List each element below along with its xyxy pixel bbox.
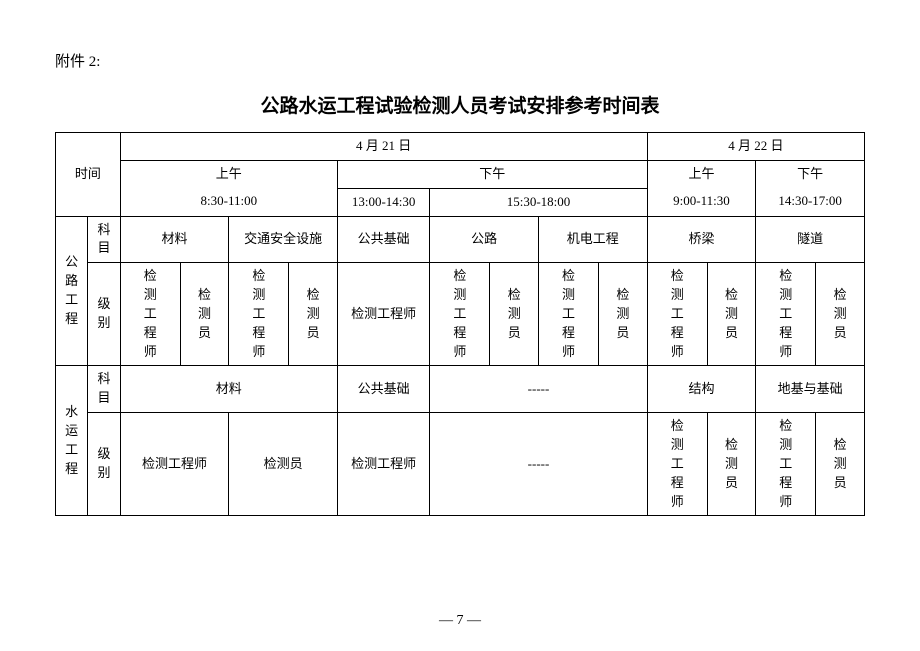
water-level-row: 级别 检测工程师 检测员 检测工程师 ----- 检测工程师 检测员 检测工程师… xyxy=(56,413,865,516)
road-label: 公路工程 xyxy=(56,216,88,366)
water-label: 水运工程 xyxy=(56,366,88,516)
road-subj-materials: 材料 xyxy=(120,216,229,263)
water-lvl-eng-1: 检测工程师 xyxy=(120,413,229,516)
water-lvl-eng-2: 检测工程师 xyxy=(337,413,429,516)
water-subj-foundation: 地基与基础 xyxy=(756,366,865,413)
water-lvl-eng-4: 检测工程师 xyxy=(756,413,816,516)
document-title: 公路水运工程试验检测人员考试安排参考时间表 xyxy=(55,91,865,118)
road-lvl-eng-4: 检测工程师 xyxy=(430,263,490,366)
d2-afternoon-label: 下午 xyxy=(756,160,865,188)
header-row-times: 8:30-11:00 13:00-14:30 15:30-18:00 9:00-… xyxy=(56,188,865,216)
road-level-row: 级别 检测工程师 检测员 检测工程师 检测员 检测工程师 检测工程师 检测员 检… xyxy=(56,263,865,366)
d1-morning-label: 上午 xyxy=(120,160,337,188)
d1-morning-time: 8:30-11:00 xyxy=(120,188,337,216)
road-lvl-eng-2: 检测工程师 xyxy=(229,263,289,366)
page-number: — 7 — xyxy=(0,613,920,629)
water-lvl-dash: ----- xyxy=(430,413,647,516)
road-lvl-ins-4: 检测员 xyxy=(490,263,539,366)
road-lvl-ins-6: 检测员 xyxy=(707,263,756,366)
road-lvl-ins-1: 检测员 xyxy=(180,263,229,366)
water-lvl-ins-1: 检测员 xyxy=(229,413,338,516)
road-lvl-eng-7: 检测工程师 xyxy=(756,263,816,366)
subject-label-road: 科目 xyxy=(88,216,120,263)
road-subj-tunnel: 隧道 xyxy=(756,216,865,263)
road-subj-highway: 公路 xyxy=(430,216,539,263)
road-lvl-ins-5: 检测员 xyxy=(599,263,648,366)
road-lvl-eng-1: 检测工程师 xyxy=(120,263,180,366)
d2-morning-label: 上午 xyxy=(647,160,756,188)
water-lvl-ins-3: 检测员 xyxy=(707,413,756,516)
d2-morning-time: 9:00-11:30 xyxy=(647,188,756,216)
water-subject-row: 水运工程 科目 材料 公共基础 ----- 结构 地基与基础 xyxy=(56,366,865,413)
level-label-road: 级别 xyxy=(88,263,120,366)
water-subj-publicbasics: 公共基础 xyxy=(337,366,429,413)
schedule-table: 时间 4 月 21 日 4 月 22 日 上午 下午 上午 下午 8:30-11… xyxy=(55,132,865,516)
d2-afternoon-time: 14:30-17:00 xyxy=(756,188,865,216)
water-lvl-ins-4: 检测员 xyxy=(816,413,865,516)
road-lvl-eng-5: 检测工程师 xyxy=(538,263,598,366)
road-subj-electromech: 机电工程 xyxy=(538,216,647,263)
road-lvl-ins-2: 检测员 xyxy=(289,263,338,366)
day1-header: 4 月 21 日 xyxy=(120,133,647,161)
road-lvl-ins-7: 检测员 xyxy=(816,263,865,366)
d1-afternoon-time1: 13:00-14:30 xyxy=(337,188,429,216)
water-subj-structure: 结构 xyxy=(647,366,756,413)
subject-label-water: 科目 xyxy=(88,366,120,413)
level-label-water: 级别 xyxy=(88,413,120,516)
water-lvl-eng-3: 检测工程师 xyxy=(647,413,707,516)
time-label-cell: 时间 xyxy=(56,133,121,217)
header-row-ampm: 上午 下午 上午 下午 xyxy=(56,160,865,188)
water-subj-materials: 材料 xyxy=(120,366,337,413)
road-lvl-eng-6: 检测工程师 xyxy=(647,263,707,366)
road-subject-row: 公路工程 科目 材料 交通安全设施 公共基础 公路 机电工程 桥梁 隧道 xyxy=(56,216,865,263)
d1-afternoon-label: 下午 xyxy=(337,160,647,188)
road-lvl-eng-3: 检测工程师 xyxy=(337,263,429,366)
attachment-label: 附件 2: xyxy=(55,50,865,71)
road-subj-trafficsafety: 交通安全设施 xyxy=(229,216,338,263)
road-subj-bridge: 桥梁 xyxy=(647,216,756,263)
road-subj-publicbasics: 公共基础 xyxy=(337,216,429,263)
d1-afternoon-time2: 15:30-18:00 xyxy=(430,188,647,216)
header-row-days: 时间 4 月 21 日 4 月 22 日 xyxy=(56,133,865,161)
day2-header: 4 月 22 日 xyxy=(647,133,864,161)
water-subj-dash: ----- xyxy=(430,366,647,413)
